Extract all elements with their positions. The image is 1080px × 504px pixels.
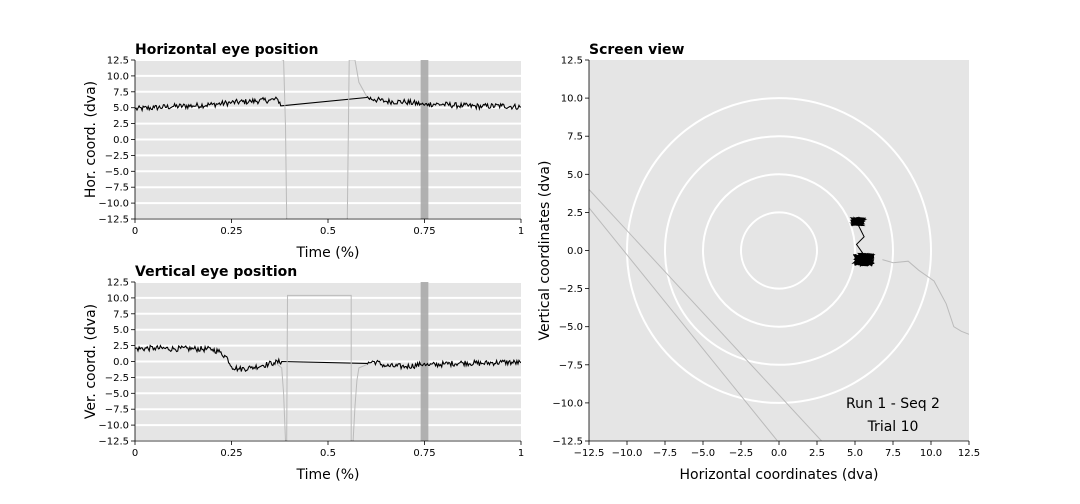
x-tick-label: 2.5 <box>809 448 825 459</box>
panel-title: Horizontal eye position <box>135 42 318 58</box>
y-tick-label: −5.0 <box>105 167 129 178</box>
plot-area <box>135 282 521 441</box>
target-circle-3 <box>664 135 894 366</box>
x-tick-label: −7.5 <box>653 448 677 459</box>
y-tick-label: 12.5 <box>107 278 129 289</box>
annotation-run-seq: Run 1 - Seq 2 <box>846 396 940 412</box>
y-tick-label: −2.5 <box>105 151 129 162</box>
panel-2: 12.5 10.0 7.5 5.0 2.5 0.0 −2.5 −5.0 −7.5 −10.0 −12… <box>83 264 524 483</box>
series-filtered-gaze <box>135 344 521 373</box>
x-axis-label: Time (%) <box>296 467 360 483</box>
x-tick-label: 0.25 <box>220 226 242 237</box>
x-tick-label: 0 <box>132 226 138 237</box>
y-tick-label: 2.5 <box>113 119 129 130</box>
panel-1: 12.5 10.0 7.5 5.0 2.5 0.0 −2.5 −5.0 −7.5 −10.0 −12… <box>83 42 524 261</box>
cluster-connector <box>855 224 865 256</box>
x-tick-label: −5.0 <box>691 448 715 459</box>
x-tick-label: 0.25 <box>220 448 242 459</box>
series-raw-gaze <box>281 60 368 219</box>
y-tick-label: −12.5 <box>552 437 583 448</box>
x-tick-label: 0.5 <box>320 226 336 237</box>
series-raw-gaze-trace <box>882 259 969 335</box>
y-tick-label: 12.5 <box>107 56 129 67</box>
x-tick-label: 0 <box>132 448 138 459</box>
y-tick-label: 7.5 <box>567 132 583 143</box>
y-tick-label: 0.0 <box>113 135 129 146</box>
plot-area <box>135 60 521 219</box>
x-tick-label: 5.0 <box>847 448 863 459</box>
y-tick-label: 5.0 <box>567 170 583 181</box>
target-circle-2 <box>702 173 856 328</box>
y-tick-label: 5.0 <box>113 103 129 114</box>
y-tick-label: 0.0 <box>567 246 583 257</box>
x-axis-label: Time (%) <box>296 245 360 261</box>
x-tick-label: 12.5 <box>958 448 980 459</box>
y-axis-label: Hor. coord. (dva) <box>83 81 99 198</box>
y-tick-label: 10.0 <box>107 293 129 304</box>
plot-background <box>589 60 969 441</box>
series-raw-gaze <box>277 294 367 441</box>
x-tick-label: 0.75 <box>413 448 435 459</box>
x-tick-label: −2.5 <box>729 448 753 459</box>
series-raw-gaze-diagonal-2 <box>589 207 778 441</box>
panel-title: Vertical eye position <box>135 264 297 280</box>
y-tick-label: −12.5 <box>98 215 129 226</box>
x-tick-label: 1 <box>518 448 524 459</box>
panel-3: 12.5 10.0 7.5 5.0 2.5 0.0 −2.5 −5.0 −7.5 −10.0 −12… <box>537 42 980 483</box>
x-tick-label: 0.75 <box>413 226 435 237</box>
y-tick-label: −10.0 <box>98 199 129 210</box>
y-tick-label: 12.5 <box>561 56 583 67</box>
y-tick-label: −2.5 <box>559 284 583 295</box>
x-tick-label: 0.5 <box>320 448 336 459</box>
x-tick-label: 0.0 <box>771 448 787 459</box>
y-tick-label: 5.0 <box>113 325 129 336</box>
x-tick-label: 10.0 <box>920 448 942 459</box>
y-tick-label: 7.5 <box>113 309 129 320</box>
x-tick-label: −10.0 <box>612 448 643 459</box>
y-tick-label: 7.5 <box>113 87 129 98</box>
panel-title: Screen view <box>589 42 685 58</box>
y-axis-label: Ver. coord. (dva) <box>83 304 99 419</box>
y-tick-label: 2.5 <box>113 341 129 352</box>
y-axis-label: Vertical coordinates (dva) <box>537 161 553 341</box>
y-tick-label: −12.5 <box>98 437 129 448</box>
series-fixation-cluster-1 <box>849 216 868 227</box>
x-tick-label: 7.5 <box>885 448 901 459</box>
y-tick-label: 0.0 <box>113 357 129 368</box>
y-tick-label: −7.5 <box>559 360 583 371</box>
y-tick-label: −10.0 <box>552 398 583 409</box>
y-tick-label: −7.5 <box>105 183 129 194</box>
target-circle-1 <box>740 211 818 290</box>
y-tick-label: −7.5 <box>105 405 129 416</box>
x-tick-label: −12.5 <box>574 448 605 459</box>
y-tick-label: −2.5 <box>105 373 129 384</box>
highlight-band <box>420 282 429 441</box>
series-fixation-cluster-2 <box>851 252 876 268</box>
x-axis-label: Horizontal coordinates (dva) <box>679 467 878 483</box>
y-tick-label: −5.0 <box>105 389 129 400</box>
y-tick-label: 2.5 <box>567 208 583 219</box>
plot-area <box>589 97 969 441</box>
series-filtered-gaze <box>135 96 521 113</box>
series-raw-gaze-diagonal-1 <box>589 189 822 441</box>
highlight-band <box>420 60 429 219</box>
target-circle-4 <box>626 97 932 404</box>
y-tick-label: −5.0 <box>559 322 583 333</box>
y-tick-label: −10.0 <box>98 421 129 432</box>
y-tick-label: 10.0 <box>107 71 129 82</box>
annotation-trial: Trial 10 <box>867 419 919 435</box>
y-tick-label: 10.0 <box>561 94 583 105</box>
x-tick-label: 1 <box>518 226 524 237</box>
